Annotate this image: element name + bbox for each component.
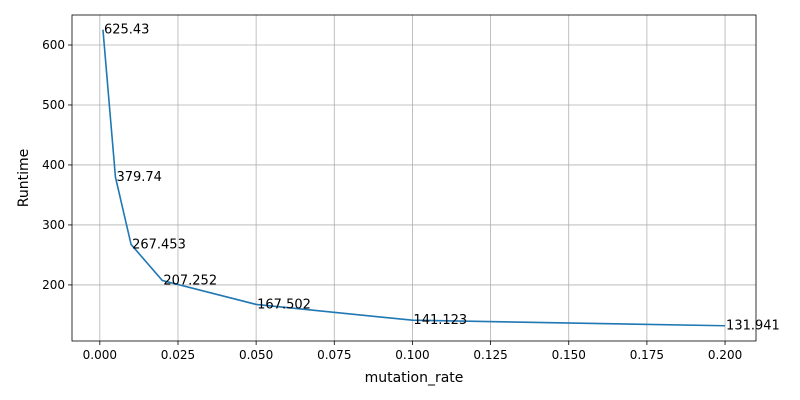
x-tick-label: 0.125 <box>473 348 507 362</box>
data-label: 141.123 <box>413 313 467 328</box>
x-tick-label: 0.000 <box>83 348 117 362</box>
data-label: 379.74 <box>116 170 162 185</box>
y-tick-label: 300 <box>42 218 65 232</box>
grid-layer <box>72 15 756 341</box>
y-tick-label: 600 <box>42 38 65 52</box>
series-layer <box>102 29 726 327</box>
x-tick-label: 0.025 <box>161 348 195 362</box>
data-label: 207.252 <box>163 274 217 289</box>
data-label: 267.453 <box>132 237 186 252</box>
data-label: 167.502 <box>257 297 311 312</box>
plot-frame <box>71 14 757 342</box>
tick-layer: 0.000 0.025 0.050 0.075 0.100 0.125 0.150 0.175… <box>42 38 742 362</box>
x-tick-label: 0.200 <box>708 348 742 362</box>
y-tick-label: 400 <box>42 158 65 172</box>
x-axis-label: mutation_rate <box>365 370 464 386</box>
y-tick-label: 500 <box>42 98 65 112</box>
data-label: 131.941 <box>726 319 780 334</box>
x-tick-label: 0.150 <box>552 348 586 362</box>
data-label: 625.43 <box>104 23 150 38</box>
x-tick-label: 0.175 <box>630 348 664 362</box>
series-line <box>102 29 726 327</box>
data-label-layer: 625.43 379.74 267.453 207.252 167.502 141.123… <box>104 23 780 334</box>
x-tick-label: 0.050 <box>239 348 273 362</box>
x-tick-label: 0.100 <box>395 348 429 362</box>
y-axis-label: Runtime <box>16 149 32 207</box>
x-tick-label: 0.075 <box>317 348 351 362</box>
y-tick-label: 200 <box>42 278 65 292</box>
